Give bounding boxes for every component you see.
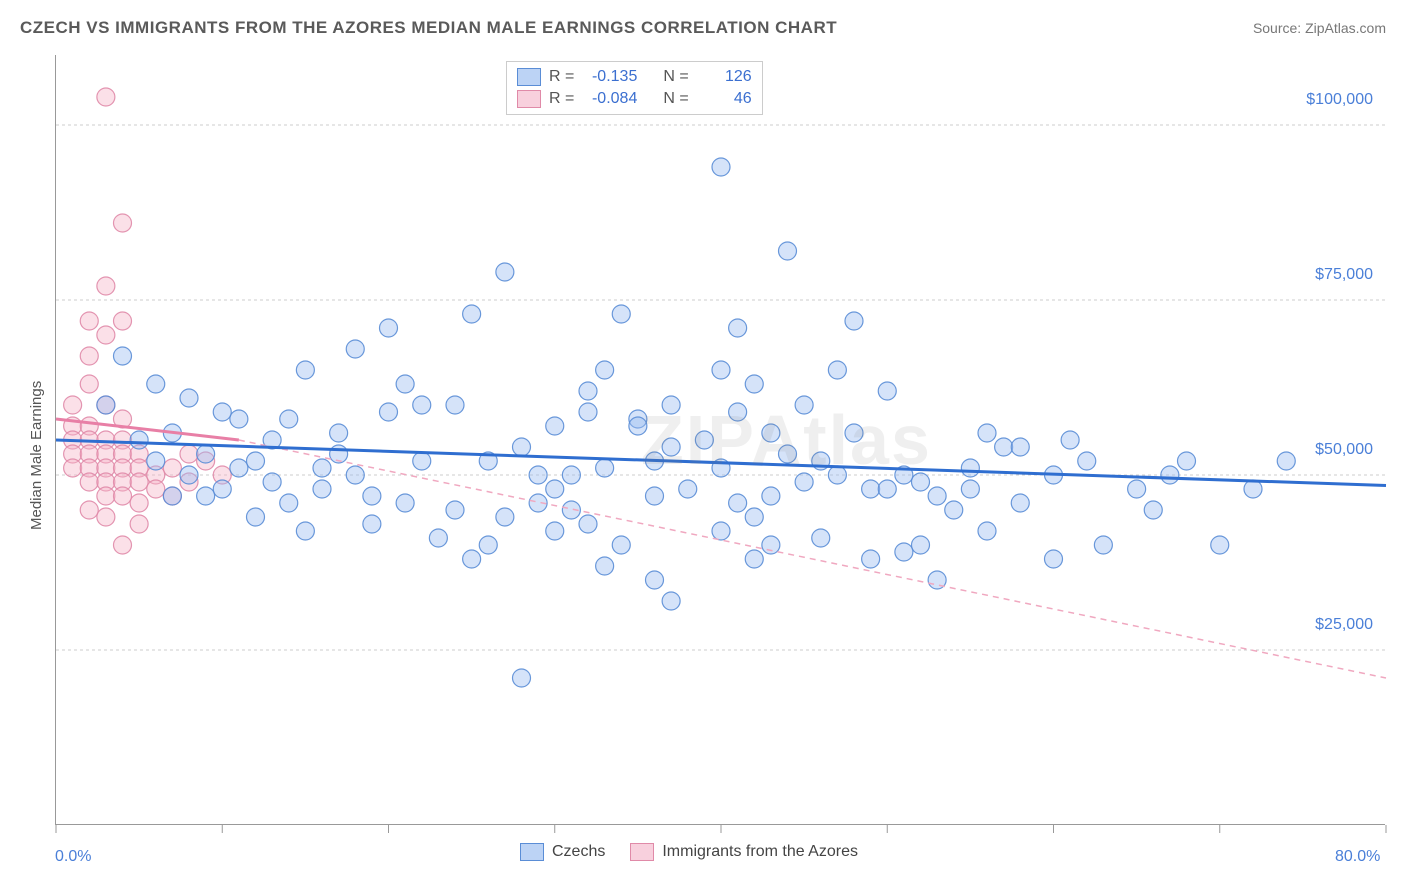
- y-tick-label: $75,000: [1315, 266, 1373, 284]
- y-tick-label: $100,000: [1306, 91, 1373, 109]
- r-value-czechs: -0.135: [582, 68, 637, 86]
- y-tick-label: $50,000: [1315, 441, 1373, 459]
- r-label: R =: [549, 90, 574, 108]
- stats-row-czechs: R = -0.135 N = 126: [517, 66, 752, 88]
- legend-item-azores: Immigrants from the Azores: [630, 843, 858, 861]
- n-label: N =: [663, 68, 688, 86]
- chart-title: CZECH VS IMMIGRANTS FROM THE AZORES MEDI…: [20, 18, 837, 38]
- title-bar: CZECH VS IMMIGRANTS FROM THE AZORES MEDI…: [20, 18, 1386, 38]
- n-label: N =: [663, 90, 688, 108]
- swatch-azores: [630, 843, 654, 861]
- y-tick-label: $25,000: [1315, 616, 1373, 634]
- legend-label: Czechs: [552, 843, 605, 861]
- legend-label: Immigrants from the Azores: [662, 843, 858, 861]
- r-value-azores: -0.084: [582, 90, 637, 108]
- swatch-azores: [517, 90, 541, 108]
- source-label: Source: ZipAtlas.com: [1253, 20, 1386, 36]
- y-axis-label: Median Male Earnings: [28, 381, 45, 530]
- n-value-czechs: 126: [697, 68, 752, 86]
- plot-area: ZIPAtlas $100,000 $75,000 $50,000 $25,00…: [55, 55, 1385, 825]
- x-tick-label: 80.0%: [1335, 848, 1380, 866]
- swatch-czechs: [517, 68, 541, 86]
- swatch-czechs: [520, 843, 544, 861]
- n-value-azores: 46: [697, 90, 752, 108]
- legend: Czechs Immigrants from the Azores: [520, 843, 858, 861]
- stats-row-azores: R = -0.084 N = 46: [517, 88, 752, 110]
- stats-box: R = -0.135 N = 126 R = -0.084 N = 46: [506, 61, 763, 115]
- legend-item-czechs: Czechs: [520, 843, 605, 861]
- scatter-svg: [56, 55, 1386, 835]
- x-tick-label: 0.0%: [55, 848, 91, 866]
- r-label: R =: [549, 68, 574, 86]
